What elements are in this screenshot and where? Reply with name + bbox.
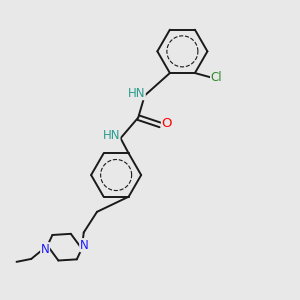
Text: HN: HN: [102, 129, 120, 142]
Text: N: N: [80, 238, 88, 252]
Text: O: O: [161, 117, 172, 130]
Text: HN: HN: [128, 87, 145, 100]
Text: N: N: [41, 243, 50, 256]
Text: Cl: Cl: [211, 71, 222, 84]
